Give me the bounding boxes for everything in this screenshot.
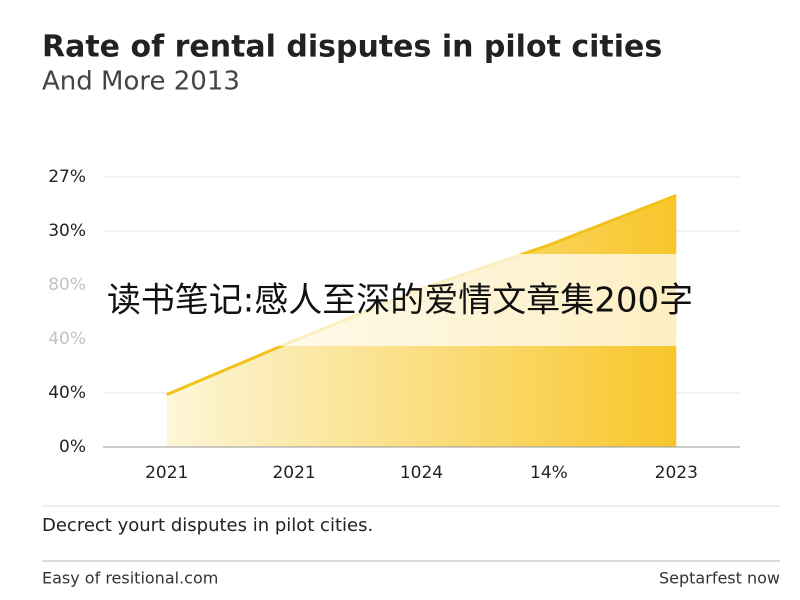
y-tick-label: 30% <box>48 221 86 241</box>
y-tick-label: 0% <box>59 437 86 457</box>
x-tick-label: 2021 <box>272 463 315 483</box>
x-tick-label: 14% <box>530 463 568 483</box>
overlay-text: 读书笔记:感人至深的爱情文章集200字 <box>107 281 693 321</box>
chart-title: Rate of rental disputes in pilot cities <box>42 30 662 65</box>
chart-subtitle: And More 2013 <box>42 67 240 97</box>
footer-right: Septarfest now <box>659 569 780 588</box>
x-tick-label: 2023 <box>655 463 698 483</box>
x-tick-label: 2021 <box>145 463 188 483</box>
caption: Decrect yourt disputes in pilot cities. <box>42 515 373 536</box>
x-tick-label: 1024 <box>400 463 443 483</box>
y-tick-label: 40% <box>48 383 86 403</box>
y-tick-label: 27% <box>48 167 86 187</box>
overlay-band <box>0 254 800 346</box>
footer-left: Easy of resitional.com <box>42 569 218 588</box>
